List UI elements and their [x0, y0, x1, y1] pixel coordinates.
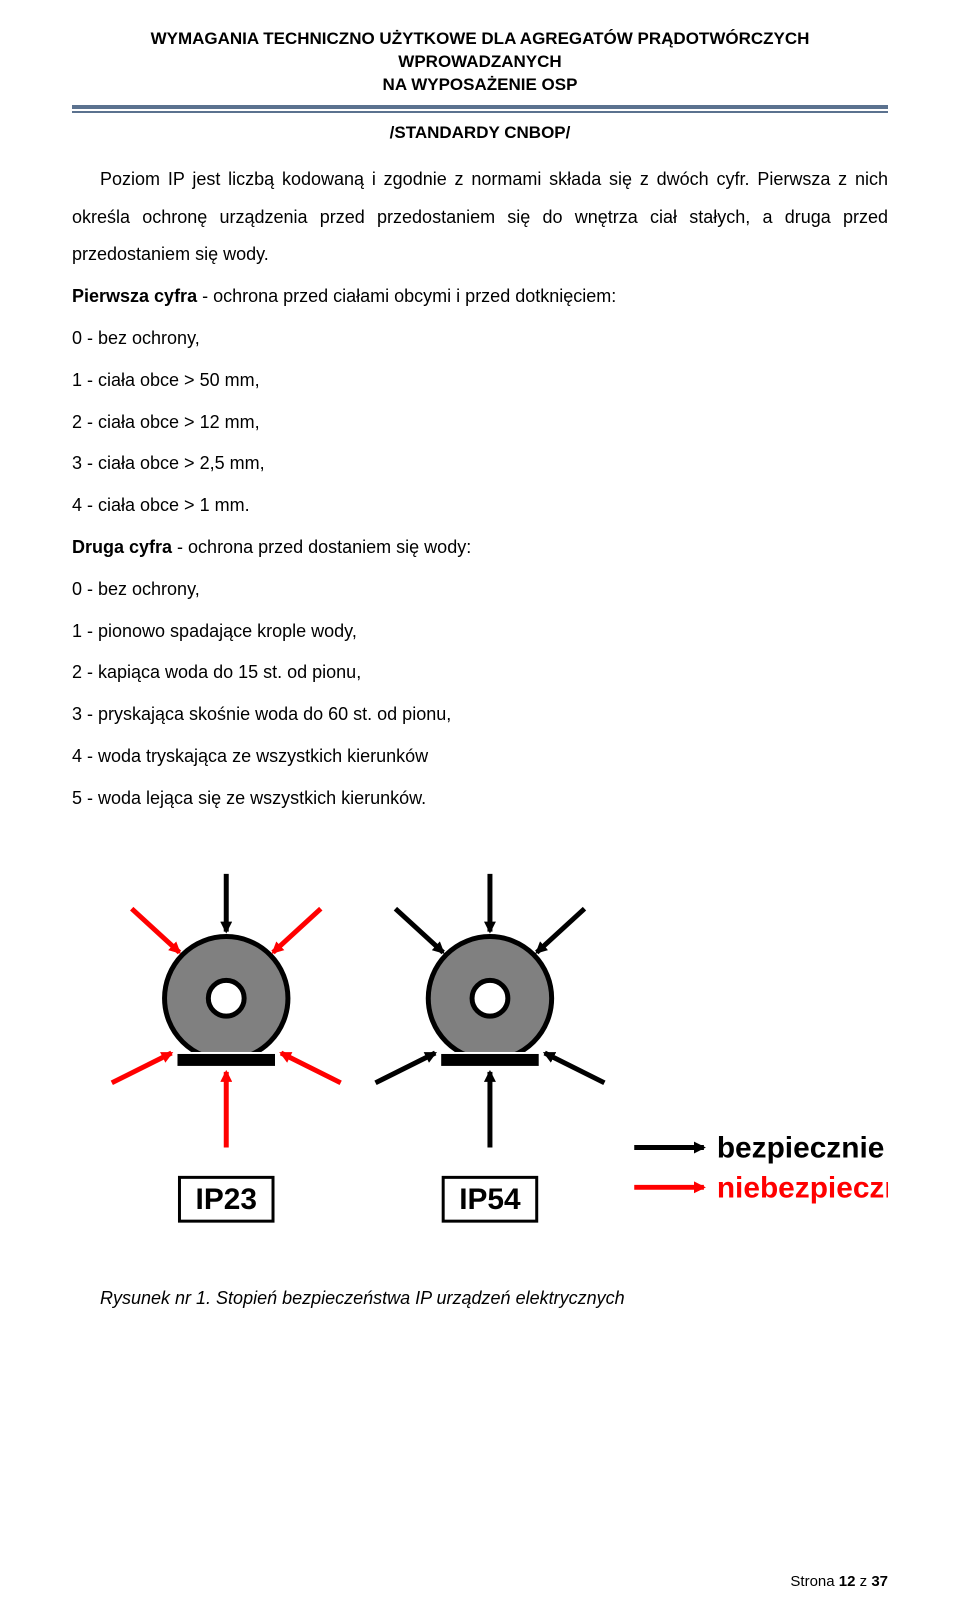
legend-safe: bezpiecznie	[717, 1131, 885, 1164]
legend-unsafe: niebezpiecznie	[717, 1171, 888, 1204]
body-text: Poziom IP jest liczbą kodowaną i zgodnie…	[72, 161, 888, 818]
footer-total: 37	[871, 1573, 888, 1590]
footer-page: 12	[839, 1573, 856, 1590]
first-list-4: 4 - ciała obce > 1 mm.	[72, 487, 888, 525]
header-line1: WYMAGANIA TECHNICZNO UŻYTKOWE DLA AGREGA…	[72, 28, 888, 74]
second-digit-heading: Druga cyfra - ochrona przed dostaniem si…	[72, 529, 888, 567]
second-digit-label: Druga cyfra	[72, 537, 172, 557]
figure-caption: Rysunek nr 1. Stopień bezpieczeństwa IP …	[100, 1288, 888, 1309]
second-list-1: 1 - pionowo spadające krople wody,	[72, 613, 888, 651]
second-list-3: 3 - pryskająca skośnie woda do 60 st. od…	[72, 696, 888, 734]
first-list-2: 2 - ciała obce > 12 mm,	[72, 404, 888, 442]
second-digit-rest: - ochrona przed dostaniem się wody:	[172, 537, 471, 557]
ip-diagram-svg: IP23 IP54	[72, 848, 888, 1248]
ip-diagram: IP23 IP54	[72, 848, 888, 1248]
legend: bezpiecznie niebezpiecznie	[634, 1131, 888, 1204]
header-divider	[72, 105, 888, 113]
footer-mid: z	[855, 1573, 871, 1590]
first-list-0: 0 - bez ochrony,	[72, 320, 888, 358]
ip23-label: IP23	[196, 1183, 257, 1216]
ip54-group: IP54	[376, 873, 605, 1220]
second-list-5: 5 - woda lejąca się ze wszystkich kierun…	[72, 780, 888, 818]
page-footer: Strona 12 z 37	[790, 1573, 888, 1590]
second-list-0: 0 - bez ochrony,	[72, 571, 888, 609]
first-digit-heading: Pierwsza cyfra - ochrona przed ciałami o…	[72, 278, 888, 316]
second-list-4: 4 - woda tryskająca ze wszystkich kierun…	[72, 738, 888, 776]
first-list-3: 3 - ciała obce > 2,5 mm,	[72, 445, 888, 483]
first-digit-rest: - ochrona przed ciałami obcymi i przed d…	[197, 286, 616, 306]
ip23-group: IP23	[112, 873, 341, 1220]
first-list-1: 1 - ciała obce > 50 mm,	[72, 362, 888, 400]
first-digit-label: Pierwsza cyfra	[72, 286, 197, 306]
para-intro: Poziom IP jest liczbą kodowaną i zgodnie…	[72, 161, 888, 274]
doc-header: WYMAGANIA TECHNICZNO UŻYTKOWE DLA AGREGA…	[72, 28, 888, 97]
second-list-2: 2 - kapiąca woda do 15 st. od pionu,	[72, 654, 888, 692]
ip54-label: IP54	[459, 1183, 521, 1216]
subheader: /STANDARDY CNBOP/	[72, 123, 888, 143]
footer-prefix: Strona	[790, 1573, 838, 1590]
header-line2: NA WYPOSAŻENIE OSP	[72, 74, 888, 97]
